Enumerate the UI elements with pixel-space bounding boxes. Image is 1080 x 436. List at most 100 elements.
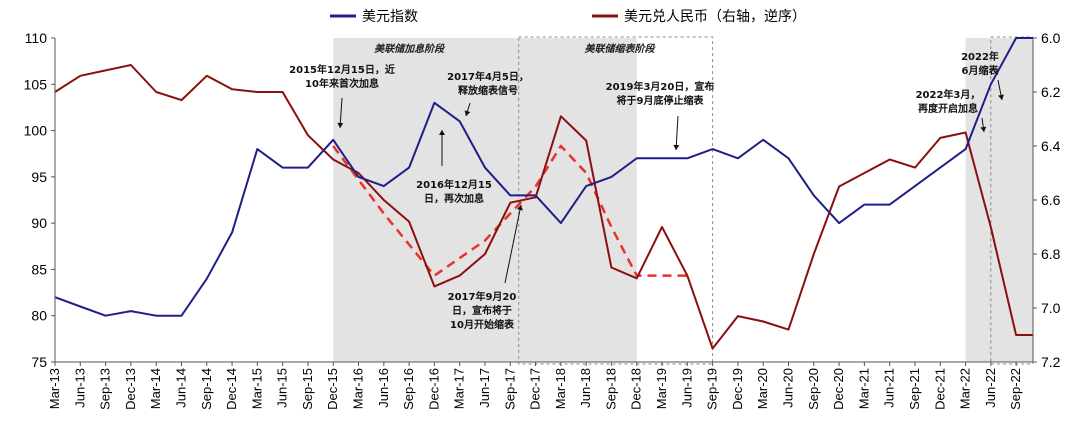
left-tick-label: 110 [25, 30, 48, 46]
annotation-2: 2016年12月15 日，再次加息 [416, 178, 492, 205]
annotation-arrowhead-3 [517, 205, 523, 211]
x-tick-label: Dec-15 [325, 368, 340, 410]
right-tick-label: 6.4 [1041, 138, 1061, 154]
annotation-arrowhead-6 [998, 94, 1004, 100]
x-tick-label: Dec-21 [932, 368, 947, 410]
phase-label-1: 美联储缩表阶段 [585, 43, 657, 55]
usd-index-line [54, 37, 1033, 317]
x-tick-label: Dec-16 [426, 368, 441, 410]
legend: 美元指数 美元兑人民币（右轴，逆序） [330, 9, 806, 25]
x-tick-label: Jun-22 [983, 368, 998, 408]
right-tick-label: 6.8 [1041, 246, 1061, 262]
left-tick-label: 90 [31, 215, 47, 231]
annotation-line: 将于9月底停止缩表 [617, 94, 705, 107]
annotations: 2015年12月15日，近 10年来首次加息2017年4月5日，释放缩表信号201… [289, 50, 1004, 331]
x-tick-label: Sep-21 [907, 368, 922, 410]
x-tick-label: Jun-17 [477, 368, 492, 408]
x-tick-label: Mar-14 [148, 368, 163, 409]
x-tick-label: Mar-19 [654, 368, 669, 409]
annotation-line: 2015年12月15日，近 [289, 63, 395, 76]
right-tick-label: 6.2 [1041, 84, 1061, 100]
phase-label-0: 美联储加息阶段 [374, 43, 446, 55]
annotation-line: 2017年9月20 [448, 290, 517, 303]
annotation-arrowhead-4 [673, 144, 680, 150]
x-tick-label: Jun-14 [173, 368, 188, 408]
annotation-6: 2022年 6月缩表 [961, 50, 999, 77]
x-tick-label: Jun-15 [275, 368, 290, 408]
x-tick-label: Mar-16 [351, 368, 366, 409]
annotation-arrow-3 [504, 204, 522, 284]
x-tick-label: Mar-15 [249, 368, 264, 409]
x-tick-label: Mar-22 [958, 368, 973, 409]
series-lines [54, 37, 1033, 350]
x-tick-label: Dec-19 [730, 368, 745, 410]
left-tick-label: 105 [24, 76, 48, 92]
annotation-line: 2017年4月5日， [447, 70, 529, 83]
phase-labels: 美联储加息阶段 美联储缩表阶段 [374, 43, 656, 55]
x-tick-label: Jun-19 [679, 368, 694, 408]
left-tick-label: 100 [24, 123, 48, 139]
x-tick-label: Jun-18 [578, 368, 593, 408]
annotation-3: 2017年9月20 日，宣布将于 10月开始缩表 [448, 290, 517, 331]
x-tick-label: Jun-13 [72, 368, 87, 408]
annotation-line: 2022年 [961, 50, 999, 63]
x-tick-label: Sep-22 [1008, 368, 1023, 410]
x-tick-label: Jun-16 [376, 368, 391, 408]
annotation-line: 10月开始缩表 [450, 318, 515, 331]
x-tick-label: Mar-13 [47, 368, 62, 409]
x-tick-label: Dec-13 [123, 368, 138, 410]
x-tick-label: Sep-18 [603, 368, 618, 410]
annotation-line: 再度开启加息 [918, 102, 978, 115]
annotation-arrowhead-2 [439, 130, 445, 135]
x-tick-label: Sep-17 [502, 368, 517, 410]
trend-lines [332, 144, 688, 277]
right-tick-label: 6.6 [1041, 192, 1061, 208]
x-tick-label: Sep-19 [705, 368, 720, 410]
left-tick-label: 80 [31, 308, 47, 324]
legend-usdcny-label: 美元兑人民币（右轴，逆序） [624, 9, 806, 25]
right-tick-label: 7.2 [1041, 354, 1061, 370]
annotation-arrowhead-0 [337, 122, 344, 128]
usdcny-line [54, 64, 1033, 350]
left-tick-label: 85 [31, 261, 47, 277]
x-tick-label: Jun-20 [781, 368, 796, 408]
x-tick-label: Mar-17 [452, 368, 467, 409]
annotation-arrow-0 [339, 97, 343, 129]
x-tick-label: Jun-21 [882, 368, 897, 408]
left-tick-label: 75 [31, 354, 47, 370]
annotation-arrowhead-1 [464, 110, 471, 116]
x-tick-label: Mar-18 [553, 368, 568, 409]
x-tick-label: Dec-14 [224, 368, 239, 410]
annotation-4: 2019年3月20日，宣布将于9月底停止缩表 [606, 80, 715, 107]
annotation-5: 2022年3月，再度开启加息 [916, 88, 981, 115]
annotation-line: 日，再次加息 [424, 192, 484, 205]
tick-labels: 75 80 85 90 95 100 105 110 6.0 6.2 6.4 6.6 6.8 7.0 7.2… [24, 30, 1061, 410]
x-tick-label: Mar-21 [856, 368, 871, 409]
shaded-period-2 [965, 38, 1033, 362]
right-tick-label: 6.0 [1041, 30, 1061, 46]
annotation-line: 2022年3月， [916, 88, 981, 101]
x-tick-label: Dec-20 [831, 368, 846, 410]
right-tick-label: 7.0 [1041, 300, 1061, 316]
x-tick-label: Dec-17 [528, 368, 543, 410]
x-tick-label: Sep-16 [401, 368, 416, 410]
legend-usd-index-label: 美元指数 [362, 9, 418, 25]
x-tick-label: Sep-15 [300, 368, 315, 410]
annotation-arrowhead-5 [980, 126, 987, 132]
annotation-0: 2015年12月15日，近 10年来首次加息 [289, 63, 395, 90]
trend-line-0 [332, 144, 688, 277]
annotation-1: 2017年4月5日，释放缩表信号 [447, 70, 529, 97]
x-tick-label: Sep-14 [199, 368, 214, 410]
annotation-line: 日，宣布将于 [452, 304, 512, 317]
annotation-line: 10年来首次加息 [305, 77, 379, 90]
annotation-line: 2019年3月20日，宣布 [606, 80, 715, 93]
annotation-line: 6月缩表 [962, 64, 1000, 77]
x-tick-label: Dec-18 [629, 368, 644, 410]
x-tick-label: Mar-20 [755, 368, 770, 409]
annotation-line: 2016年12月15 [416, 178, 492, 191]
x-tick-label: Sep-13 [98, 368, 113, 410]
annotation-line: 释放缩表信号 [458, 84, 518, 97]
left-tick-label: 95 [31, 169, 47, 185]
annotation-arrow-4 [675, 115, 679, 151]
